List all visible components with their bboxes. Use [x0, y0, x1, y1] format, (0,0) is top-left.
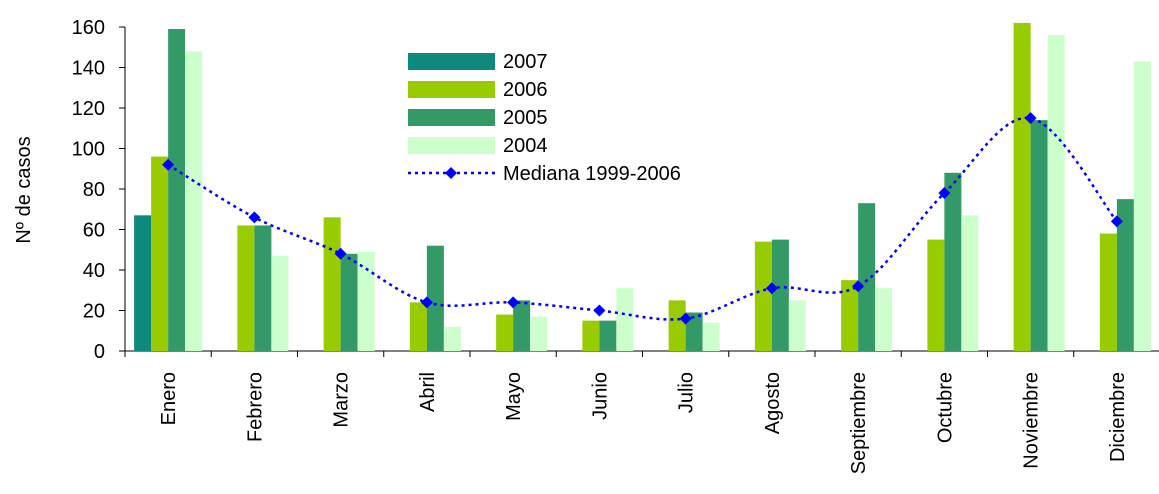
- median-marker: [1110, 215, 1123, 228]
- bar: [1133, 61, 1151, 352]
- legend-label: 2006: [503, 79, 548, 101]
- bar: [754, 241, 772, 351]
- bar: [134, 215, 152, 351]
- bar: [1099, 233, 1117, 351]
- bar: [685, 312, 703, 351]
- legend-swatch: [408, 109, 495, 126]
- bar: [841, 280, 859, 351]
- x-tick-label: Diciembre: [1107, 372, 1129, 462]
- bar: [599, 320, 617, 351]
- bar: [513, 300, 531, 351]
- bar: [426, 245, 444, 351]
- legend-marker: [445, 167, 457, 179]
- x-tick-label: Junio: [589, 372, 611, 420]
- median-marker: [1024, 112, 1037, 125]
- x-tick-label: Mayo: [503, 372, 525, 421]
- bar: [771, 239, 789, 351]
- legend-swatch: [408, 81, 495, 98]
- bar: [254, 225, 272, 351]
- median-marker: [593, 304, 606, 317]
- bar: [875, 288, 893, 351]
- bar: [1116, 199, 1134, 351]
- median-marker: [852, 280, 865, 293]
- median-marker: [420, 296, 433, 309]
- x-tick-label: Octubre: [934, 372, 956, 443]
- y-tick-label: 160: [72, 17, 105, 39]
- median-marker: [679, 312, 692, 325]
- x-tick-label: Marzo: [331, 372, 353, 428]
- bar: [582, 320, 600, 351]
- bar: [530, 316, 548, 351]
- bar: [702, 322, 720, 351]
- bar: [496, 314, 514, 351]
- y-tick-label: 20: [83, 301, 105, 323]
- y-tick-label: 60: [83, 220, 105, 242]
- x-tick-label: Abril: [417, 372, 439, 412]
- x-tick-label: Febrero: [244, 372, 266, 442]
- y-axis-label: Nº de casos: [13, 136, 35, 243]
- median-marker: [162, 158, 175, 171]
- legend-label: Mediana 1999-2006: [503, 163, 681, 185]
- legend-swatch: [408, 53, 495, 70]
- median-marker: [334, 247, 347, 260]
- bar: [323, 217, 341, 351]
- y-tick-label: 120: [72, 98, 105, 120]
- y-tick-label: 100: [72, 139, 105, 161]
- bar: [1030, 120, 1048, 352]
- bar: [340, 253, 358, 351]
- legend-swatch: [408, 137, 495, 154]
- y-tick-label: 140: [72, 58, 105, 80]
- bar: [927, 239, 945, 351]
- x-tick-label: Noviembre: [1021, 372, 1043, 469]
- legend-label: 2007: [503, 51, 548, 73]
- y-tick-label: 80: [83, 179, 105, 201]
- y-tick-label: 0: [94, 341, 105, 363]
- bar: [788, 300, 806, 351]
- legend-label: 2005: [503, 107, 548, 129]
- bar: [409, 302, 427, 351]
- bar: [616, 288, 634, 351]
- bar: [1013, 22, 1031, 351]
- median-marker: [248, 211, 261, 224]
- bar: [668, 300, 686, 351]
- x-tick-label: Agosto: [762, 372, 784, 434]
- bar: [357, 251, 375, 351]
- bar: [858, 203, 876, 351]
- bar: [443, 326, 461, 351]
- bar: [961, 215, 979, 351]
- bar: [168, 29, 186, 352]
- x-tick-label: Enero: [158, 372, 180, 425]
- legend-label: 2004: [503, 135, 548, 157]
- median-marker: [765, 282, 778, 295]
- median-marker: [938, 187, 951, 200]
- x-tick-label: Julio: [676, 372, 698, 413]
- bar: [185, 51, 203, 352]
- bar: [271, 255, 289, 351]
- bar: [1047, 35, 1065, 351]
- median-marker: [507, 296, 520, 309]
- bar: [151, 156, 169, 351]
- bar: [237, 225, 255, 351]
- bar: [944, 172, 962, 351]
- y-tick-label: 40: [83, 260, 105, 282]
- x-tick-label: Septiembre: [848, 372, 870, 474]
